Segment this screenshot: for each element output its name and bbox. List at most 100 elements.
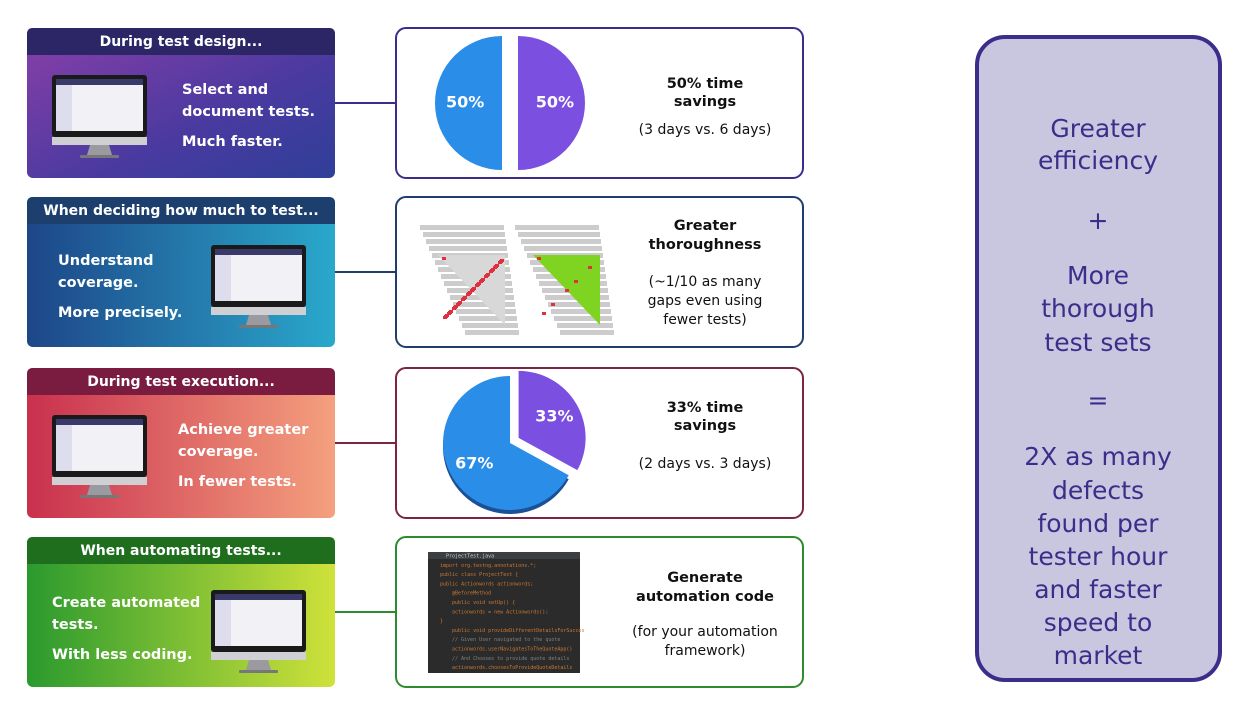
heatmap-row	[524, 246, 602, 251]
heatmap-gap	[500, 259, 504, 262]
panel-text: and faster	[1034, 575, 1162, 604]
heatmap-gap	[454, 305, 458, 308]
result-title: 50% time	[667, 76, 744, 92]
card-header	[27, 197, 335, 224]
result-title: savings	[674, 94, 736, 110]
code-line: // And Chooses to provide quote details	[452, 656, 569, 662]
heatmap-gap	[442, 257, 446, 260]
panel-text: defects	[1052, 476, 1144, 505]
panel-text: market	[1054, 641, 1143, 670]
panel-text: +	[1088, 206, 1109, 235]
card-header	[27, 28, 335, 55]
card-text: Select and	[182, 82, 268, 98]
panel-text: thorough	[1041, 294, 1155, 323]
result-subtitle: (3 days vs. 6 days)	[639, 122, 772, 138]
code-line: actionwords.choosesToProvideQuoteDetails	[452, 665, 572, 671]
result-subtitle: framework)	[665, 643, 746, 659]
panel-text: Greater	[1050, 114, 1146, 143]
panel-text: found per	[1037, 509, 1159, 538]
code-line: }	[440, 619, 443, 625]
pie-slice	[435, 36, 502, 170]
code-line: public Actionwords actionwords;	[440, 581, 533, 587]
card-text: Much faster.	[182, 134, 283, 150]
heatmap-row	[453, 302, 515, 307]
result-title: 33% time	[667, 400, 744, 416]
result-subtitle: (2 days vs. 3 days)	[639, 456, 772, 472]
card-header	[27, 368, 335, 395]
summary-panel	[975, 35, 1222, 682]
card-text: With less coding.	[52, 647, 193, 663]
heatmap-row	[560, 330, 614, 335]
heatmap-gap	[481, 278, 485, 281]
header-text: When deciding how much to test...	[43, 203, 318, 219]
heatmap-gap	[574, 280, 578, 283]
code-line: @BeforeMethod	[452, 591, 491, 597]
code-line: // Given User navigated to the quote	[452, 637, 560, 643]
code-line: import org.testng.annotations.*;	[440, 563, 536, 569]
heatmap-gap	[463, 296, 467, 299]
card-text: Create automated	[52, 595, 200, 611]
result-title: Greater	[674, 218, 737, 234]
result-title: savings	[674, 418, 736, 434]
code-line: public void setUp() {	[452, 600, 515, 606]
heatmap-gap	[495, 264, 499, 267]
card-text: coverage.	[178, 444, 259, 460]
panel-text: test sets	[1044, 328, 1151, 357]
code-line: actionwords = new Actionwords();	[452, 609, 548, 615]
heatmap-gap	[588, 266, 592, 269]
panel-text: tester hour	[1029, 542, 1169, 571]
heatmap-gap	[477, 282, 481, 285]
heatmap-gap	[468, 291, 472, 294]
result-subtitle: (for your automation	[632, 624, 778, 640]
card-text: In fewer tests.	[178, 474, 297, 490]
heatmap-gap	[486, 273, 490, 276]
heatmap-row	[548, 302, 610, 307]
heatmap-row	[456, 309, 516, 314]
code-line: actionwords.userNavigatesToTheQuoteApp()	[452, 647, 572, 653]
pie-label: 33%	[535, 406, 573, 425]
pie-label: 50%	[446, 93, 484, 112]
heatmap-row	[554, 316, 612, 321]
code-image	[428, 552, 580, 673]
result-subtitle: gaps even using	[648, 293, 763, 309]
card-text: Understand	[58, 253, 154, 269]
card-text: document tests.	[182, 104, 315, 120]
card-text: tests.	[52, 617, 98, 633]
heatmap-gap	[537, 257, 541, 260]
heatmap-gap	[445, 314, 449, 317]
heatmap-row	[518, 232, 600, 237]
heatmap-gap	[449, 310, 453, 313]
card-text: Achieve greater	[178, 422, 309, 438]
heatmap-row	[551, 309, 611, 314]
card-text: coverage.	[58, 275, 139, 291]
heatmap-row	[420, 225, 504, 230]
result-subtitle: fewer tests)	[663, 312, 746, 328]
header-text: During test design...	[100, 34, 263, 50]
heatmap-gap	[491, 268, 495, 271]
code-line: public class ProjectTest {	[440, 572, 518, 578]
heatmap-gap	[542, 312, 546, 315]
heatmap-row	[515, 225, 599, 230]
pie-slice	[518, 370, 586, 471]
panel-text: =	[1088, 386, 1109, 415]
heatmap-row	[462, 323, 518, 328]
heatmap-row	[423, 232, 505, 237]
result-subtitle: (~1/10 as many	[649, 274, 762, 290]
heatmap-row	[426, 239, 506, 244]
panel-text: 2X as many	[1024, 442, 1172, 471]
header-text: When automating tests...	[80, 543, 281, 559]
code-line: public void provideDifferentDetailsForSu…	[452, 628, 584, 634]
code-tab	[428, 552, 580, 559]
pie-label: 50%	[536, 93, 574, 112]
result-title: Generate	[667, 570, 743, 586]
pie-slice	[518, 36, 585, 170]
panel-text: More	[1067, 261, 1129, 290]
panel-text: speed to	[1044, 608, 1153, 637]
heatmap-gap	[458, 301, 462, 304]
pie-label: 67%	[455, 454, 493, 473]
heatmap-row	[459, 316, 517, 321]
code-line: ProjectTest.java	[446, 554, 494, 560]
pie-slice	[442, 376, 569, 510]
